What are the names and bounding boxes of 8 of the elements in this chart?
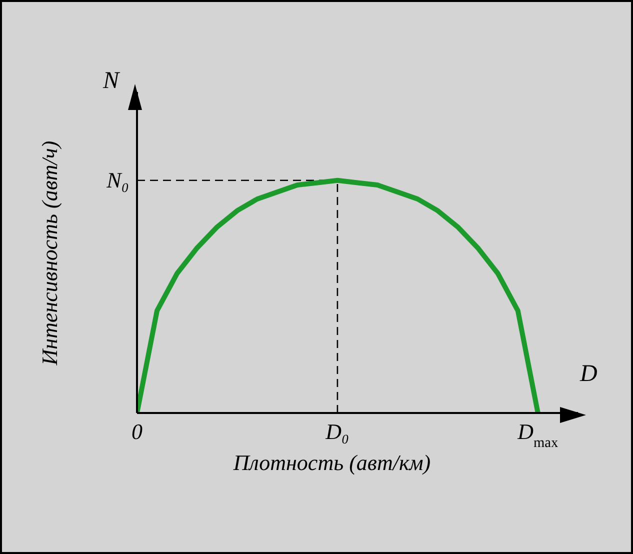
x-axis-title: Плотность (авт/км) [232, 450, 432, 476]
text: D [580, 361, 598, 388]
text: N [103, 68, 120, 95]
x-tick-label: D₀ [324, 419, 350, 444]
x-tick-label: 0 [132, 419, 142, 444]
ref-line-label: N₀ [106, 167, 129, 192]
y-axis-title: Интенсивность (авт/ч) [37, 140, 63, 368]
x-tick-label: D$_{max}$ [516, 419, 558, 451]
